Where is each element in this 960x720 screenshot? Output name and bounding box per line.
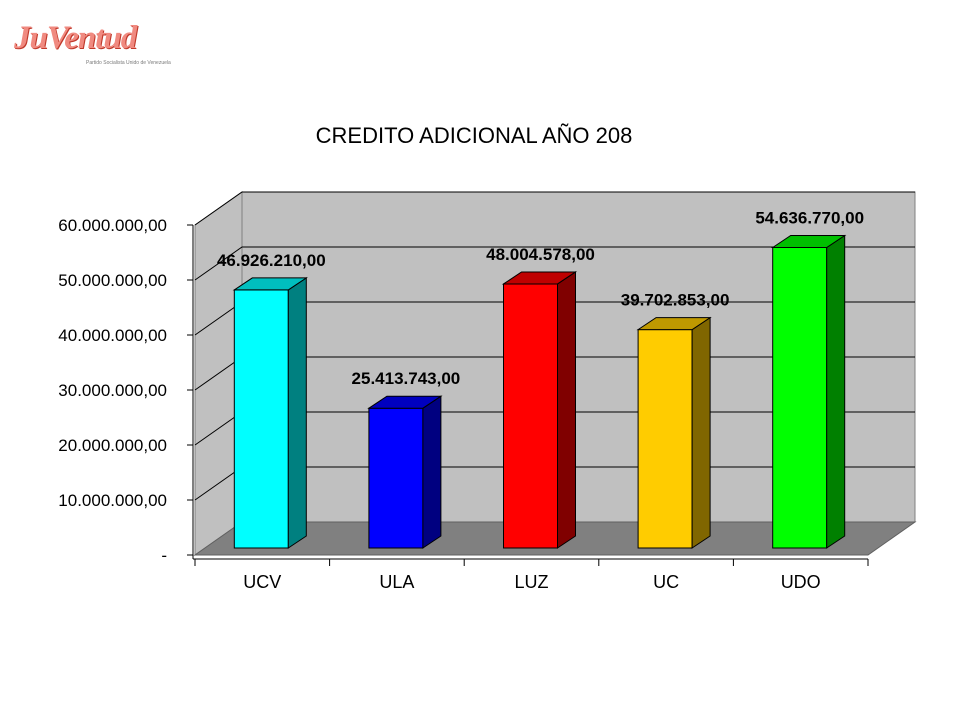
y-tick-label: 50.000.000,00 (58, 271, 167, 290)
chart-title: CREDITO ADICIONAL AÑO 208 (316, 123, 633, 148)
bar-front-ula (368, 407, 424, 549)
data-label-ucv: 46.926.210,00 (217, 251, 326, 270)
grid-line (194, 191, 915, 226)
y-tick-label: 40.000.000,00 (58, 326, 167, 345)
y-tick-label: 60.000.000,00 (58, 216, 167, 235)
x-tick-label-udo: UDO (781, 572, 821, 592)
y-tick-label: 10.000.000,00 (58, 491, 167, 510)
x-tick-label-ucv: UCV (243, 572, 281, 592)
bar-front-udo (772, 246, 828, 549)
bar-side-ucv (287, 276, 307, 549)
juventud-logo: JuVentud Partido Socialista Unido de Ven… (14, 20, 184, 70)
data-label-luz: 48.004.578,00 (486, 245, 595, 264)
bar-top-ucv (232, 277, 308, 291)
logo-text: JuVentud (14, 20, 137, 56)
bar-front-ucv (233, 289, 289, 549)
data-label-ula: 25.413.743,00 (352, 369, 461, 388)
y-tick-label: - (161, 546, 167, 565)
bar-front-uc (637, 329, 693, 549)
bar-top-luz (501, 271, 578, 285)
x-tick-label-luz: LUZ (514, 572, 548, 592)
bar-side-udo (826, 234, 846, 549)
bar-top-ula (367, 395, 443, 409)
bar-side-ula (422, 395, 442, 549)
data-labels: 46.926.210,00 25.413.743,00 48.004.578,00 3… (217, 208, 864, 388)
grid-line (194, 246, 915, 281)
bar-top-udo (771, 234, 847, 248)
bar-side-luz (557, 271, 576, 549)
logo-subtitle: Partido Socialista Unido de Venezuela (86, 60, 171, 66)
bar-side-uc (691, 316, 711, 549)
data-label-uc: 39.702.853,00 (621, 291, 730, 310)
axes (187, 224, 869, 566)
bar-front-luz (503, 283, 558, 549)
tick-labels: - 10.000.000,00 20.000.000,00 30.000.000,00… (58, 216, 820, 592)
x-tick-label-uc: UC (653, 572, 679, 592)
data-label-udo: 54.636.770,00 (755, 208, 864, 227)
x-tick-label-ula: ULA (379, 572, 414, 592)
y-tick-label: 30.000.000,00 (58, 381, 167, 400)
bar-top-uc (636, 317, 712, 331)
y-tick-label: 20.000.000,00 (58, 436, 167, 455)
bars (232, 234, 847, 549)
